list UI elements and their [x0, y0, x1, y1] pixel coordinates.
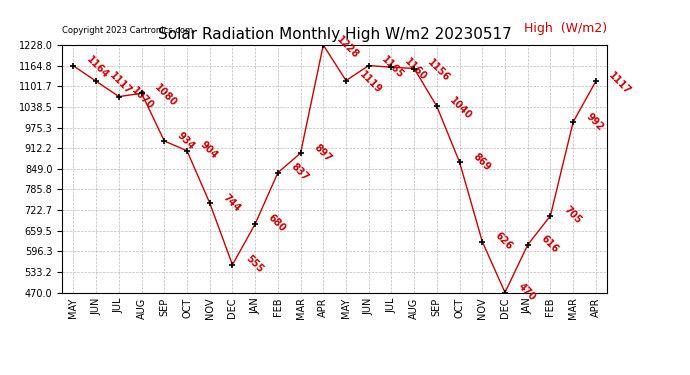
Text: 934: 934 [175, 130, 197, 151]
Text: 1228: 1228 [335, 34, 361, 60]
Text: 1117: 1117 [107, 70, 133, 96]
Text: 992: 992 [584, 111, 606, 132]
Text: 470: 470 [516, 281, 538, 303]
Text: 1117: 1117 [607, 70, 633, 96]
Text: 869: 869 [471, 151, 492, 172]
Text: 626: 626 [493, 231, 515, 252]
Text: 1080: 1080 [152, 82, 179, 108]
Text: 555: 555 [244, 254, 265, 275]
Text: 1040: 1040 [448, 95, 474, 122]
Text: 1119: 1119 [357, 69, 383, 96]
Text: 1156: 1156 [425, 57, 451, 84]
Text: 1160: 1160 [402, 56, 428, 82]
Text: 744: 744 [221, 192, 242, 213]
Text: High  (W/m2): High (W/m2) [524, 22, 607, 35]
Text: Copyright 2023 Cartronics.com: Copyright 2023 Cartronics.com [62, 26, 193, 35]
Title: Solar Radiation Monthly High W/m2 20230517: Solar Radiation Monthly High W/m2 202305… [158, 27, 511, 42]
Text: 1070: 1070 [130, 86, 156, 112]
Text: 680: 680 [266, 213, 288, 234]
Text: 1165: 1165 [380, 54, 406, 81]
Text: 837: 837 [289, 162, 311, 183]
Text: 705: 705 [562, 205, 583, 226]
Text: 904: 904 [198, 140, 219, 161]
Text: 897: 897 [312, 142, 333, 164]
Text: 1164: 1164 [85, 55, 110, 81]
Text: 616: 616 [539, 234, 560, 255]
